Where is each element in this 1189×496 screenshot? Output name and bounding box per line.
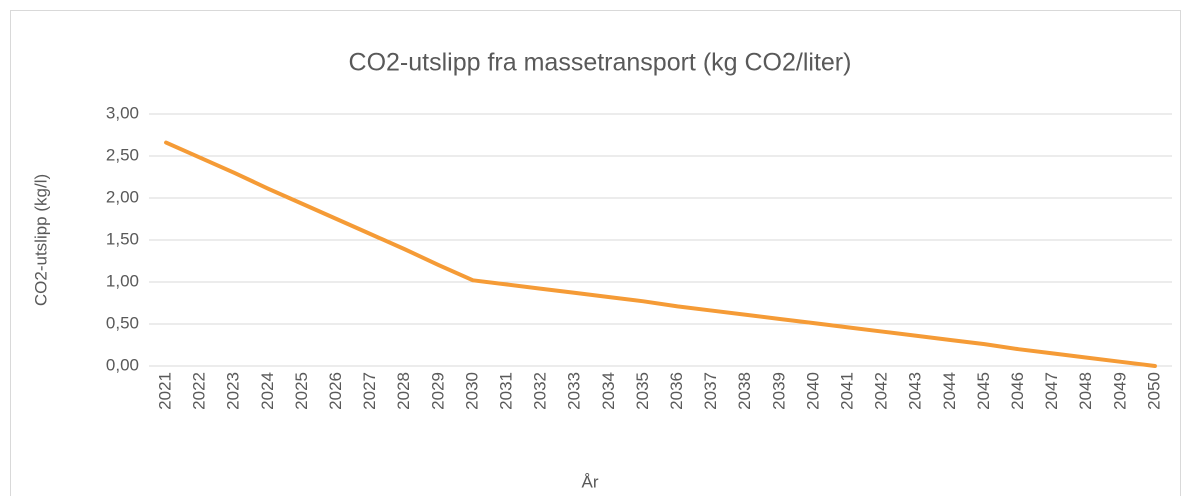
x-tick-label: 2031 <box>497 372 516 410</box>
x-tick-label: 2045 <box>974 372 993 410</box>
y-axis-title: CO2-utslipp (kg/l) <box>31 174 50 306</box>
x-tick-label: 2023 <box>224 372 243 410</box>
y-tick-label: 1,00 <box>106 271 139 290</box>
x-tick-label: 2025 <box>292 372 311 410</box>
x-tick-label: 2032 <box>531 372 550 410</box>
chart-title: CO2-utslipp fra massetransport (kg CO2/l… <box>349 49 852 77</box>
x-tick-label: 2026 <box>326 372 345 410</box>
x-tick-label: 2033 <box>565 372 584 410</box>
x-tick-label: 2049 <box>1110 372 1129 410</box>
x-tick-label: 2043 <box>906 372 925 410</box>
x-tick-label: 2028 <box>394 372 413 410</box>
chart-frame <box>10 10 1181 496</box>
x-tick-label: 2046 <box>1008 372 1027 410</box>
x-tick-label: 2034 <box>599 372 618 410</box>
x-tick-label: 2035 <box>633 372 652 410</box>
y-tick-label: 1,50 <box>106 229 139 248</box>
x-tick-label: 2022 <box>190 372 209 410</box>
x-tick-label: 2047 <box>1042 372 1061 410</box>
x-tick-label: 2037 <box>701 372 720 410</box>
y-tick-label: 0,00 <box>106 355 139 374</box>
x-tick-label: 2027 <box>360 372 379 410</box>
x-tick-label: 2036 <box>667 372 686 410</box>
y-tick-label: 2,00 <box>106 187 139 206</box>
x-tick-label: 2039 <box>769 372 788 410</box>
x-tick-label: 2030 <box>462 372 481 410</box>
x-axis-title: År <box>582 472 599 491</box>
x-tick-label: 2041 <box>838 372 857 410</box>
x-tick-label: 2048 <box>1076 372 1095 410</box>
y-tick-label: 3,00 <box>106 103 139 122</box>
x-tick-label: 2021 <box>156 372 175 410</box>
line <box>164 140 1157 368</box>
x-tick-label: 2050 <box>1144 372 1163 410</box>
x-tick-label: 2038 <box>735 372 754 410</box>
x-tick-label: 2042 <box>872 372 891 410</box>
x-tick-label: 2044 <box>940 372 959 410</box>
x-tick-label: 2040 <box>803 372 822 410</box>
x-tick-label: 2024 <box>258 372 277 410</box>
x-tick-label: 2029 <box>428 372 447 410</box>
y-tick-label: 0,50 <box>106 313 139 332</box>
y-tick-label: 2,50 <box>106 145 139 164</box>
